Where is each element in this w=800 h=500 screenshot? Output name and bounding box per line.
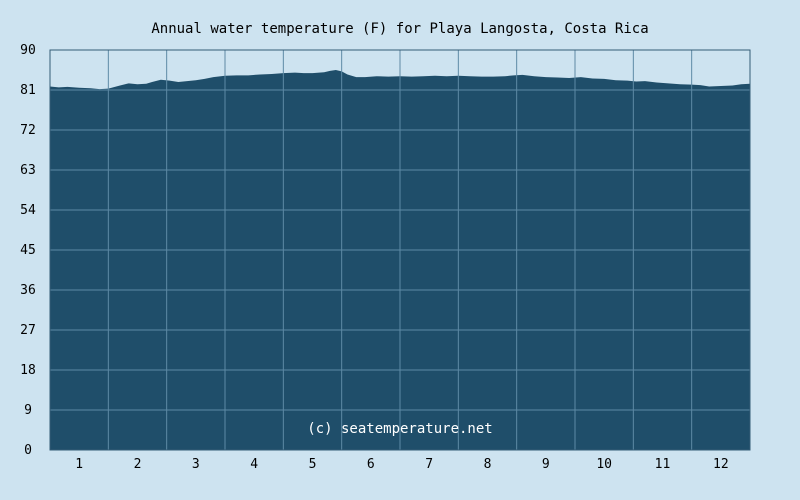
x-tick-label: 8 <box>484 457 492 472</box>
x-tick-label: 4 <box>250 457 258 472</box>
x-tick-label: 9 <box>542 457 550 472</box>
x-tick-label: 3 <box>192 457 200 472</box>
y-tick-label: 72 <box>20 123 36 138</box>
y-tick-label: 81 <box>20 83 36 98</box>
y-axis-ticks: 0 9 18 27 36 45 54 63 72 81 90 <box>20 43 36 458</box>
y-tick-label: 27 <box>20 323 36 338</box>
y-tick-label: 90 <box>20 43 36 58</box>
y-tick-label: 45 <box>20 243 36 258</box>
plot-frame <box>49 49 751 451</box>
y-tick-label: 36 <box>20 283 36 298</box>
x-tick-label: 10 <box>596 457 612 472</box>
x-tick-label: 7 <box>425 457 433 472</box>
grid-lines <box>50 50 750 450</box>
x-tick-label: 1 <box>75 457 83 472</box>
chart-title: Annual water temperature (F) for Playa L… <box>151 21 648 37</box>
x-tick-label: 11 <box>655 457 671 472</box>
y-tick-label: 54 <box>20 203 36 218</box>
x-axis-ticks: 1 2 3 4 5 6 7 8 9 10 11 12 <box>75 457 728 472</box>
y-tick-label: 18 <box>20 363 36 378</box>
y-tick-label: 63 <box>20 163 36 178</box>
y-tick-label: 9 <box>24 403 32 418</box>
x-tick-label: 6 <box>367 457 375 472</box>
x-tick-label: 12 <box>713 457 729 472</box>
x-tick-label: 2 <box>134 457 142 472</box>
watermark-text: (c) seatemperature.net <box>307 421 492 437</box>
x-tick-label: 5 <box>309 457 317 472</box>
y-tick-label: 0 <box>24 443 32 458</box>
